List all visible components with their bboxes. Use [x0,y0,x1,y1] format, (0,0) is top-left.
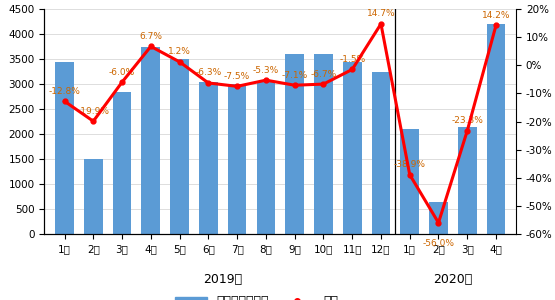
Text: 1.2%: 1.2% [168,47,191,56]
Text: -56.0%: -56.0% [422,239,455,248]
Text: 2020年: 2020年 [433,273,472,286]
Legend: 出货量（万部）, 同比: 出货量（万部）, 同比 [170,290,343,300]
Bar [256,82,275,234]
Bar [458,127,477,234]
Text: -6.0%: -6.0% [109,68,135,76]
Text: -38.9%: -38.9% [393,160,426,169]
Text: -7.5%: -7.5% [224,72,250,81]
Text: 2019年: 2019年 [203,273,243,286]
Text: -23.3%: -23.3% [451,116,483,125]
Bar [228,84,246,234]
Bar [429,202,448,234]
Bar [113,92,132,234]
Text: 14.7%: 14.7% [367,9,395,18]
Text: -7.1%: -7.1% [281,71,308,80]
Bar [199,82,218,234]
Bar [84,159,103,234]
Bar [170,59,189,234]
Text: -5.3%: -5.3% [253,66,279,75]
Bar [142,46,160,234]
Text: -1.5%: -1.5% [339,55,365,64]
Text: -6.3%: -6.3% [195,68,221,77]
Text: -6.7%: -6.7% [310,70,336,79]
Bar [343,61,361,234]
Bar [55,61,74,234]
Bar [400,129,419,234]
Bar [372,71,390,234]
Text: 14.2%: 14.2% [482,11,510,20]
Bar [487,24,506,234]
Text: 6.7%: 6.7% [139,32,162,41]
Bar [314,54,333,234]
Bar [285,54,304,234]
Text: -12.8%: -12.8% [49,87,80,96]
Text: -19.9%: -19.9% [77,107,109,116]
